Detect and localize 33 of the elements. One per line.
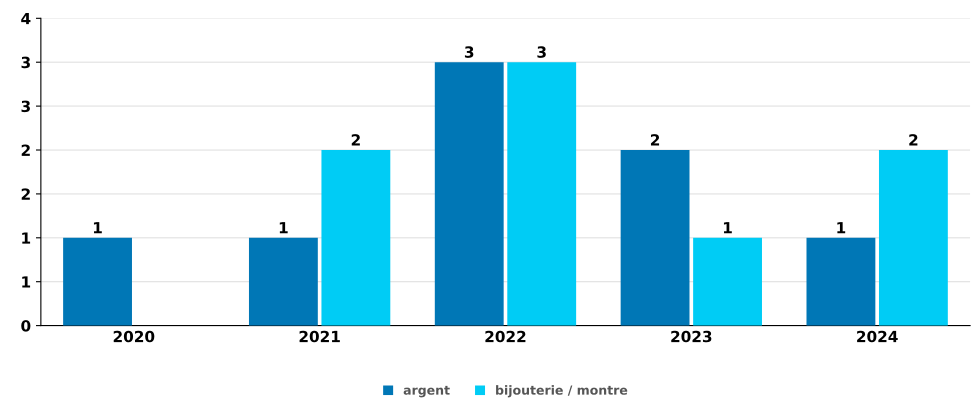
bar <box>321 150 390 326</box>
y-tick-label: 3 <box>22 100 30 112</box>
y-tick-label: 1 <box>22 276 30 288</box>
legend-label: argent <box>404 386 450 398</box>
y-tick-label: 2 <box>22 188 30 200</box>
y-tick-label: 3 <box>22 56 30 68</box>
bar <box>248 238 318 326</box>
legend-label: bijouterie / montre <box>496 385 628 398</box>
x-tick-label: 2021 <box>300 330 340 342</box>
data-label: 3 <box>537 46 546 58</box>
bar <box>63 238 132 326</box>
x-tick-label: 2024 <box>857 330 898 342</box>
data-label: 2 <box>909 134 918 146</box>
bar <box>620 150 690 326</box>
bar <box>434 62 504 326</box>
data-label: 1 <box>724 222 732 234</box>
data-label: 2 <box>352 134 360 146</box>
y-tick-label: 1 <box>22 232 30 244</box>
bar <box>693 238 762 326</box>
data-label: 1 <box>280 222 288 234</box>
bar <box>507 62 576 326</box>
x-tick-label: 2022 <box>485 330 526 342</box>
y-tick-label: 2 <box>22 144 30 156</box>
y-tick-label: 0 <box>21 320 30 332</box>
bar <box>806 238 876 326</box>
x-tick-label: 2023 <box>671 330 712 342</box>
data-label: 1 <box>837 222 846 234</box>
y-tick-label: 4 <box>21 12 30 24</box>
data-label: 3 <box>464 46 474 58</box>
data-label: 1 <box>94 222 102 234</box>
x-tick-label: 2020 <box>114 330 154 342</box>
bar <box>878 150 948 326</box>
data-label: 2 <box>650 134 660 146</box>
